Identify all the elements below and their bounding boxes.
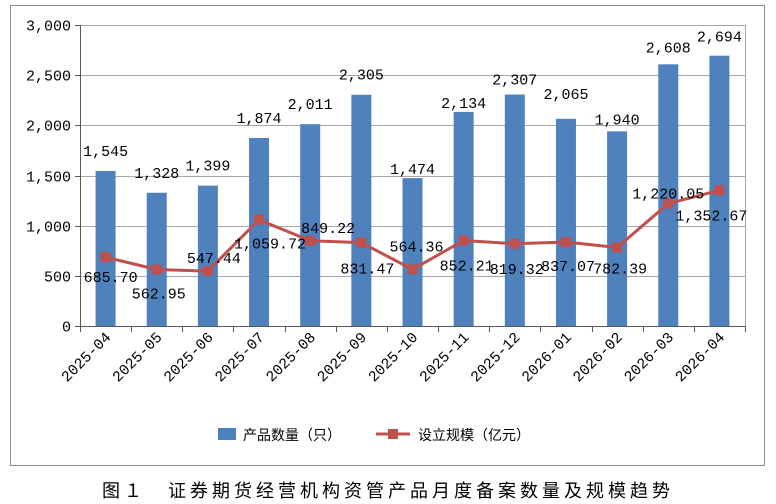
line-marker-2025-08 [305, 235, 316, 246]
bar-2026-03 [658, 64, 679, 327]
line-marker-2025-06 [202, 266, 213, 277]
line-label-2025-12: 819.32 [490, 262, 544, 279]
y-tick-label-1500: 1,500 [26, 170, 71, 187]
chart-frame [10, 5, 765, 466]
legend-label-bar: 产品数量（只） [243, 428, 341, 444]
line-marker-2025-04 [100, 252, 111, 263]
bar-2025-08 [300, 124, 321, 326]
line-marker-2025-10 [407, 264, 418, 275]
legend-marker-line [388, 429, 398, 439]
bar-2025-06 [197, 185, 218, 326]
line-label-2025-07: 1,059.72 [234, 237, 306, 254]
bar-label-2026-03: 2,608 [646, 40, 691, 57]
line-label-2026-03: 1,220.05 [632, 187, 704, 204]
y-axis-tick-labels: 0 500 1,000 1,500 2,000 2,500 3,000 [26, 19, 71, 337]
y-tick-label-500: 500 [44, 270, 71, 287]
bar-2026-01 [555, 118, 576, 326]
bar-2025-10 [402, 178, 423, 326]
bar-label-2025-11: 2,134 [441, 96, 486, 113]
line-marker-2026-03 [663, 198, 674, 209]
line-marker-2026-01 [560, 237, 571, 248]
line-label-2026-02: 782.39 [593, 262, 647, 279]
line-label-2025-08: 849.22 [301, 221, 355, 238]
y-tick-label-1000: 1,000 [26, 220, 71, 237]
line-marker-2025-09 [356, 237, 367, 248]
legend: 产品数量（只） 设立规模（亿元） [218, 428, 530, 444]
bar-label-2025-05: 1,328 [134, 166, 179, 183]
figure-caption: 图１ 证券期货经营机构资管产品月度备案数量及规模趋势 [102, 481, 674, 502]
axes [75, 25, 746, 332]
y-tick-label-2000: 2,000 [26, 119, 71, 136]
line-marker-2025-07 [254, 214, 265, 225]
bar-2025-07 [249, 137, 270, 326]
y-tick-label-2500: 2,500 [26, 69, 71, 86]
bar-label-2025-08: 2,011 [288, 97, 333, 114]
bar-label-2026-04: 2,694 [697, 30, 742, 47]
line-label-2026-01: 837.07 [541, 259, 595, 276]
line-marker-2025-11 [458, 235, 469, 246]
bar-2025-05 [146, 192, 167, 326]
bar-label-2025-07: 1,874 [237, 111, 282, 128]
bar-label-2025-10: 1,474 [390, 162, 435, 179]
line-series [100, 185, 725, 277]
bar-label-2025-09: 2,305 [339, 68, 384, 85]
line-marker-2026-04 [714, 185, 725, 196]
line-label-2025-09: 831.47 [340, 262, 394, 279]
line-label-2025-10: 564.36 [389, 239, 443, 256]
line-marker-2026-02 [612, 242, 623, 253]
bar-2025-12 [504, 94, 525, 326]
bar-2026-02 [607, 131, 628, 326]
legend-label-line: 设立规模（亿元） [418, 428, 530, 444]
line-label-2025-11: 852.21 [440, 258, 494, 275]
bar-label-2025-06: 1,399 [185, 159, 230, 176]
line-marker-2025-12 [509, 238, 520, 249]
line-marker-2025-05 [151, 264, 162, 275]
bar-data-labels: 1,545 1,328 1,399 1,874 2,011 2,305 1,474 2,134… [83, 30, 742, 183]
legend-swatch-bar [218, 428, 236, 440]
bar-label-2026-01: 2,065 [543, 87, 588, 104]
y-tick-label-3000: 3,000 [26, 19, 71, 36]
bar-label-2026-02: 1,940 [595, 112, 640, 129]
y-tick-label-0: 0 [62, 320, 71, 337]
bar-label-2025-12: 2,307 [492, 73, 537, 90]
bar-label-2025-04: 1,545 [83, 144, 128, 161]
gridlines [80, 25, 745, 277]
bar-2025-11 [453, 111, 474, 326]
bar-2025-09 [351, 94, 372, 327]
line-label-2025-04: 685.70 [84, 270, 138, 287]
line-label-2025-06: 547.44 [187, 251, 241, 268]
line-label-2026-04: 1,352.67 [675, 208, 747, 225]
bar-2025-04 [95, 170, 116, 326]
bar-series [95, 55, 730, 327]
line-label-2025-05: 562.95 [132, 287, 186, 304]
